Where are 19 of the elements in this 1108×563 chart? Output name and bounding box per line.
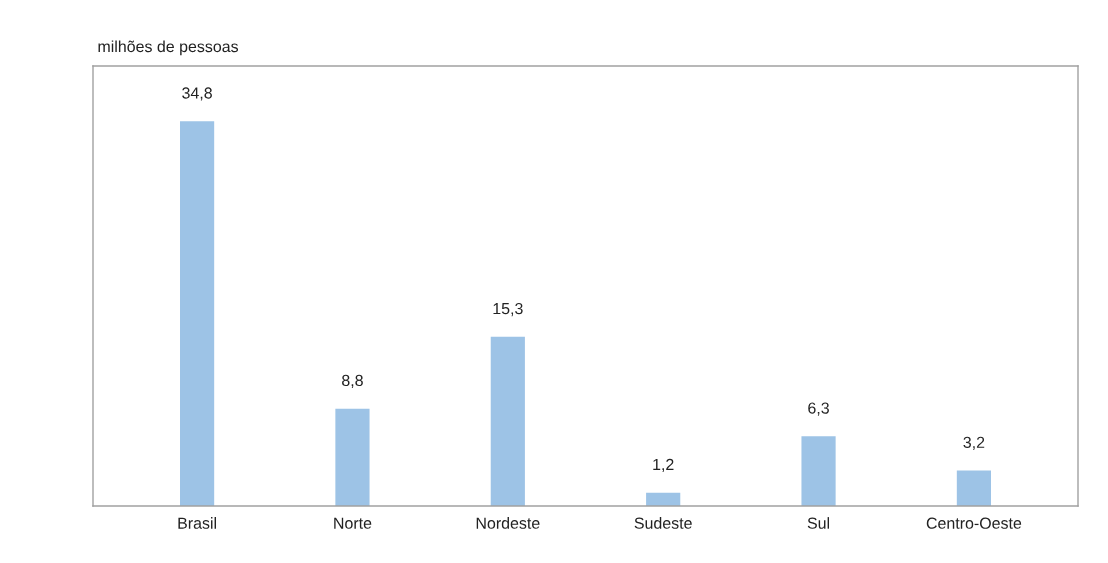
data-label: 8,8 (342, 374, 363, 388)
data-label: 1,2 (653, 458, 674, 473)
data-label: 6,3 (808, 402, 829, 416)
bar (180, 121, 215, 506)
data-label: 34,8 (182, 87, 212, 101)
x-tick-label: Nordeste (476, 517, 540, 529)
x-tick-label: Norte (334, 517, 372, 529)
x-tick-label: Brasil (178, 517, 216, 529)
bar (956, 470, 991, 506)
bar (646, 492, 681, 506)
bar (490, 336, 525, 506)
data-label: 3,2 (963, 436, 985, 450)
y-axis-title: milhões de pessoas (98, 40, 239, 56)
data-label: 15,3 (493, 302, 523, 317)
x-tick-label: Centro-Oeste (926, 517, 1022, 529)
x-tick-label: Sul (807, 517, 830, 529)
bar (801, 436, 836, 506)
bar (335, 408, 370, 506)
x-tick-label: Sudeste (634, 517, 692, 529)
